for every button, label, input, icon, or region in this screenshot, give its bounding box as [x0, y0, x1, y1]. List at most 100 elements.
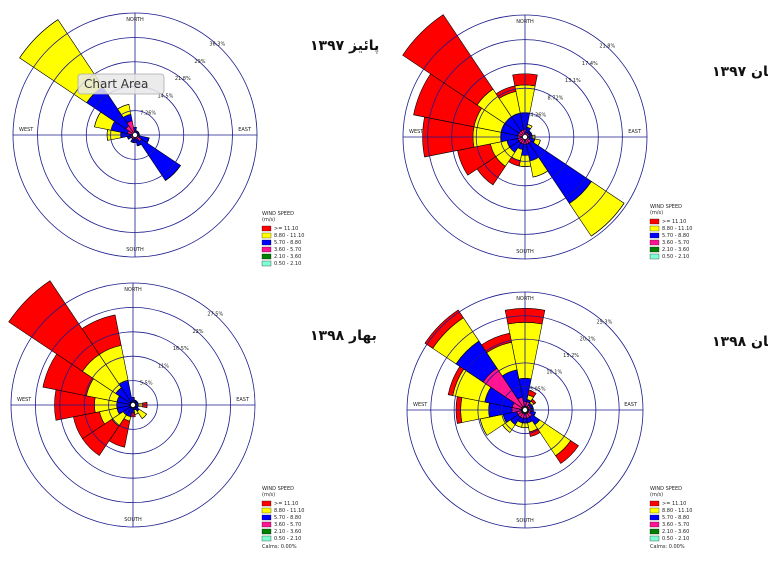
chart-title: زمستان ۱۳۹۷	[712, 64, 768, 80]
legend-swatch	[649, 246, 660, 253]
direction-label: NORTH	[516, 19, 534, 25]
ring-label: 16.5%	[173, 346, 189, 352]
sector	[529, 428, 541, 437]
ring-label: 17.4%	[582, 61, 598, 67]
chart-title: بهار ۱۳۹۸	[310, 328, 377, 344]
legend-label: 8.80 - 11.10	[274, 508, 304, 514]
sector	[530, 398, 537, 405]
center	[522, 407, 528, 413]
legend-unit: (m/s)	[650, 492, 663, 498]
ring-label: 21.8%	[175, 76, 191, 82]
chart-title: تابستان ۱۳۹۸	[712, 334, 768, 350]
legend-label: 5.70 - 8.80	[662, 515, 689, 521]
legend-swatch	[649, 218, 660, 225]
legend-label: 8.80 - 11.10	[662, 508, 692, 514]
tooltip-text: Chart Area	[84, 77, 148, 91]
ring-label: 13.1%	[565, 78, 581, 84]
direction-label: SOUTH	[126, 247, 144, 253]
legend-unit: (m/s)	[262, 217, 275, 223]
ring-label: 8.72%	[548, 95, 564, 101]
ring-label: 5.5%	[140, 381, 153, 387]
direction-label: EAST	[236, 397, 250, 403]
legend-swatch	[649, 253, 660, 260]
ring-label: 27.5%	[207, 312, 223, 318]
direction-label: NORTH	[126, 17, 144, 23]
legend-label: 8.80 - 11.10	[274, 233, 304, 239]
legend-label: 5.70 - 8.80	[274, 515, 301, 521]
ring-label: 4.36%	[530, 113, 546, 119]
chart-title: پائیز ۱۳۹۷	[310, 38, 379, 54]
sector	[19, 19, 59, 59]
legend-swatch	[649, 232, 660, 239]
legend-swatch	[649, 500, 660, 507]
legend-label: 2.10 - 3.60	[662, 529, 689, 535]
charts: 7.26% 14.5% 21.8% 29% 36.3% NORTH EAST SOUTH WES…	[8, 12, 768, 550]
legend-swatch	[649, 514, 660, 521]
legend-swatch	[649, 507, 660, 514]
sector	[555, 440, 579, 464]
sector	[138, 138, 181, 181]
legend-swatch	[261, 246, 272, 253]
center	[132, 132, 138, 138]
legend: WIND SPEED(m/s) >= 11.108.80 - 11.105.70 …	[649, 486, 692, 550]
direction-label: SOUTH	[516, 249, 534, 255]
legend-label: 0.50 - 2.10	[274, 536, 301, 542]
tooltip: Chart Area	[77, 73, 165, 95]
legend-label: 2.10 - 3.60	[274, 529, 301, 535]
ring-label: 25.3%	[596, 320, 612, 326]
legend-swatch	[649, 225, 660, 232]
ring-label: 14.5%	[158, 94, 174, 100]
sector	[402, 14, 494, 106]
wind-rose: 5.05% 10.1% 15.2% 20.2% 25.3% NORTH EAST SOUTH W…	[406, 291, 768, 550]
legend-label: >= 11.10	[274, 501, 298, 507]
legend-label: 2.10 - 3.60	[274, 254, 301, 260]
legend-swatch	[261, 225, 272, 232]
sector	[424, 309, 464, 349]
ring-label: 20.2%	[580, 336, 596, 342]
legend-label: 5.70 - 8.80	[662, 233, 689, 239]
direction-label: SOUTH	[516, 518, 534, 524]
sector	[481, 332, 512, 354]
legend-label: 2.10 - 3.60	[662, 247, 689, 253]
legend-label: 0.50 - 2.10	[274, 261, 301, 267]
wind-rose: 7.26% 14.5% 21.8% 29% 36.3% NORTH EAST SOUTH WES…	[12, 12, 379, 267]
sector	[117, 104, 129, 110]
center	[522, 134, 528, 140]
sector	[8, 280, 100, 372]
ring-label: 5.05%	[530, 386, 546, 392]
legend-unit: (m/s)	[262, 492, 275, 498]
direction-label: WEST	[409, 129, 424, 135]
legend-swatch	[261, 535, 272, 542]
legend-unit: (m/s)	[650, 210, 663, 216]
sector	[81, 314, 122, 355]
ring-label: 10.1%	[546, 370, 562, 376]
center	[130, 402, 136, 408]
legend-title: WIND SPEED	[262, 486, 294, 492]
legend-swatch	[261, 507, 272, 514]
legend-label: 0.50 - 2.10	[662, 536, 689, 542]
wind-rose: 5.5% 11% 16.5% 22% 27.5% NORTH EAST SOUTH WEST به…	[8, 280, 377, 550]
sector	[137, 143, 142, 147]
tooltip-box	[77, 73, 165, 95]
legend-label: 3.60 - 5.70	[662, 240, 689, 246]
direction-label: NORTH	[516, 296, 534, 302]
wind-rose: 4.36% 8.72% 13.1% 17.4% 21.8% NORTH EAST SOUTH W…	[402, 14, 768, 260]
sector	[527, 389, 537, 398]
calms-label: Calms: 0.00%	[262, 544, 297, 550]
calms-label: Calms: 0.00%	[650, 544, 685, 550]
ring-label: 36.3%	[209, 42, 225, 48]
direction-label: WEST	[413, 402, 428, 408]
legend-swatch	[261, 260, 272, 267]
legend: WIND SPEED(m/s) >= 11.108.80 - 11.105.70 …	[261, 486, 304, 550]
legend-title: WIND SPEED	[650, 486, 682, 492]
ring-label: 29%	[194, 59, 205, 65]
direction-label: SOUTH	[124, 517, 142, 523]
legend-label: 3.60 - 5.70	[274, 247, 301, 253]
legend-label: 3.60 - 5.70	[662, 522, 689, 528]
ring-label: 11%	[158, 363, 169, 369]
legend-swatch	[261, 253, 272, 260]
ring-label: 15.2%	[563, 353, 579, 359]
legend-swatch	[261, 514, 272, 521]
legend-swatch	[261, 500, 272, 507]
